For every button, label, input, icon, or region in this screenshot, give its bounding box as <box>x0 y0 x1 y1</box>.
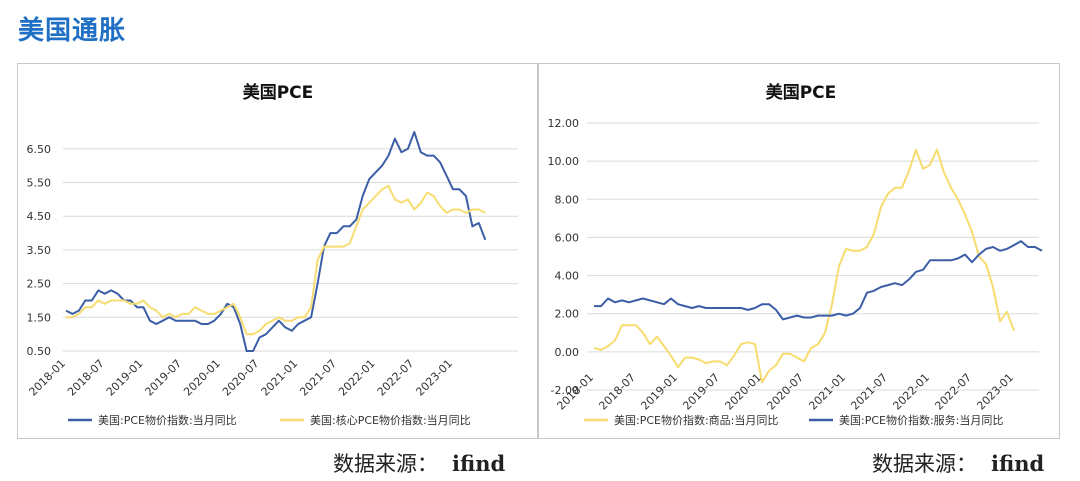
y-tick-label: 0.00 <box>555 346 580 359</box>
chart-panel-right: 美国PCE -2.00 0.00 2.00 4.00 6.00 8.00 10.00 12.00… <box>538 63 1060 439</box>
legend-label: 美国:PCE物价指数:服务:当月同比 <box>839 413 1003 427</box>
x-tick-label: 2018-01 <box>26 357 68 399</box>
x-tick-label: 2020-07 <box>764 371 806 413</box>
legend-label: 美国:PCE物价指数:当月同比 <box>98 413 237 427</box>
series-line-1 <box>593 148 1015 384</box>
x-tick-label: 2019-01 <box>104 357 146 399</box>
source-note-left: 数据来源： ifind <box>333 448 505 478</box>
x-tick-label: 2021-01 <box>259 357 301 399</box>
series-line-2 <box>66 184 486 336</box>
source-value: ifind <box>452 451 506 476</box>
x-tick-label: 2020-01 <box>181 357 223 399</box>
y-tick-label: 6.50 <box>27 143 52 156</box>
x-tick-label: 2018-07 <box>65 357 107 399</box>
x-tick-label: 2022-01 <box>890 371 932 413</box>
source-value: ifind <box>991 451 1045 476</box>
series-line-1 <box>65 131 487 352</box>
x-tick-label: 2022-07 <box>375 357 417 399</box>
x-tick-label: 2023-01 <box>413 357 455 399</box>
x-tick-label: 2021-07 <box>297 357 339 399</box>
x-tick-label: 2022-01 <box>336 357 378 399</box>
x-tick-label: 2020-07 <box>220 357 262 399</box>
x-tick-label: 2019-07 <box>680 371 722 413</box>
y-tick-label: 5.50 <box>27 177 52 190</box>
y-tick-label: 2.00 <box>555 308 580 321</box>
y-tick-label: 4.50 <box>27 210 52 223</box>
y-tick-label: 10.00 <box>548 155 580 168</box>
chart-title: 美国PCE <box>766 82 837 103</box>
y-tick-label: 1.50 <box>27 311 52 324</box>
x-tick-label: 2021-01 <box>806 371 848 413</box>
source-label: 数据来源： <box>333 452 438 476</box>
source-label: 数据来源： <box>872 452 977 476</box>
x-tick-label: 2022-07 <box>932 371 974 413</box>
x-tick-label: 2019-07 <box>143 357 185 399</box>
series-line-2 <box>594 240 1043 321</box>
y-tick-label: 12.00 <box>548 117 580 130</box>
x-tick-label: 2021-07 <box>848 371 890 413</box>
legend-label: 美国:核心PCE物价指数:当月同比 <box>310 413 471 427</box>
source-note-right: 数据来源： ifind <box>872 448 1044 478</box>
legend-label: 美国:PCE物价指数:商品:当月同比 <box>614 413 778 427</box>
x-tick-label: 2019-01 <box>638 371 680 413</box>
line-chart-right: 美国PCE -2.00 0.00 2.00 4.00 6.00 8.00 10.00 12.00… <box>548 82 1043 427</box>
y-tick-label: 2.50 <box>27 278 52 291</box>
y-tick-label: 0.50 <box>27 345 52 358</box>
line-chart-left: 美国PCE 0.50 1.50 2.50 3.50 4.50 5.50 6.50 2018-01… <box>26 82 518 427</box>
y-tick-label: -2.00 <box>551 384 579 397</box>
x-tick-label: 2023-01 <box>974 371 1016 413</box>
x-tick-label: 2018-07 <box>596 371 638 413</box>
page-title: 美国通胀 <box>18 16 127 46</box>
y-tick-label: 6.00 <box>555 231 580 244</box>
chart-panel-left: 美国PCE 0.50 1.50 2.50 3.50 4.50 5.50 6.50 2018-01… <box>17 63 538 439</box>
chart-title: 美国PCE <box>243 82 314 103</box>
y-tick-label: 3.50 <box>27 244 52 257</box>
x-tick-label: 2020-01 <box>722 371 764 413</box>
y-tick-label: 8.00 <box>555 193 580 206</box>
y-tick-label: 4.00 <box>555 270 580 283</box>
